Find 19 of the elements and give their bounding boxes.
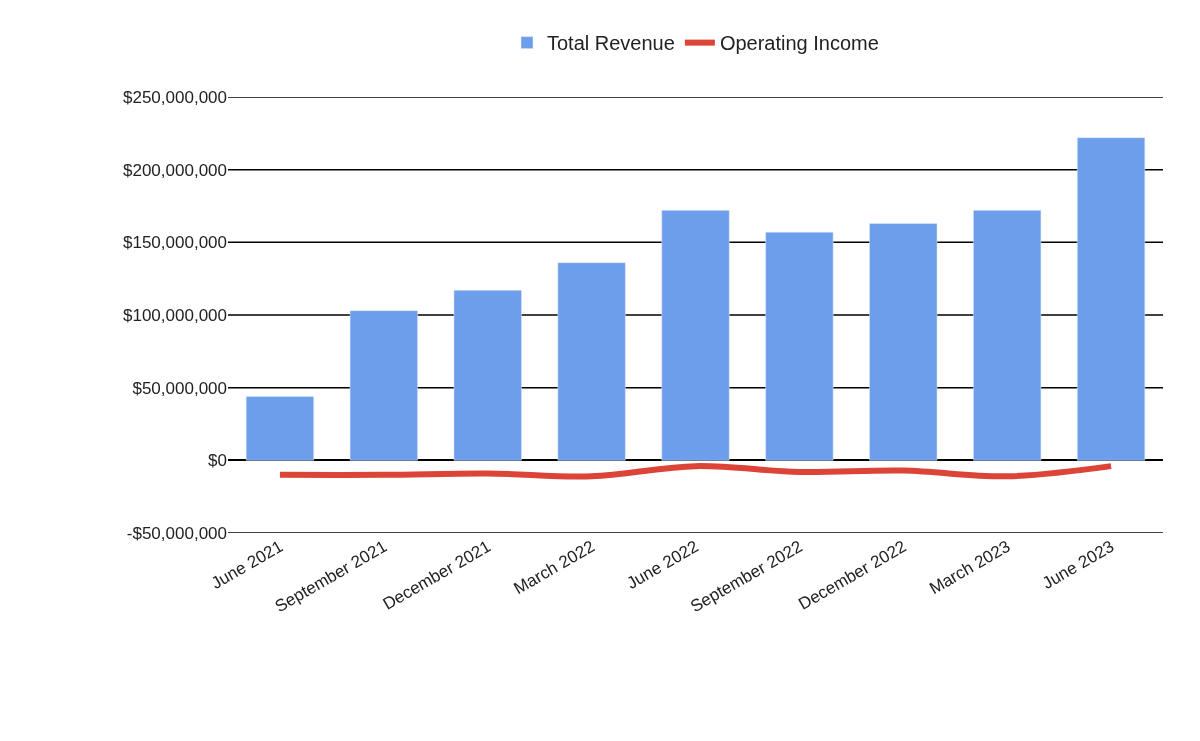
x-tick-label: June 2023: [1039, 536, 1118, 594]
bar: [973, 210, 1042, 461]
y-tick-label: $200,000,000: [123, 160, 227, 180]
y-tick-label: $250,000,000: [123, 87, 227, 107]
y-tick-label: $100,000,000: [123, 305, 227, 325]
bar: [453, 290, 522, 461]
legend-label: Total Revenue: [547, 32, 675, 55]
bar: [557, 262, 626, 461]
bar: [661, 210, 730, 461]
y-tick-label: $50,000,000: [132, 378, 227, 398]
legend-label: Operating Income: [719, 32, 879, 55]
y-tick-label: -$50,000,000: [126, 523, 227, 543]
bar: [245, 396, 314, 461]
bar: [349, 310, 418, 461]
bar: [765, 231, 834, 461]
y-tick-label: $0: [208, 451, 227, 471]
bar: [869, 223, 938, 461]
bar: [1077, 137, 1146, 461]
y-tick-label: $150,000,000: [123, 233, 227, 253]
